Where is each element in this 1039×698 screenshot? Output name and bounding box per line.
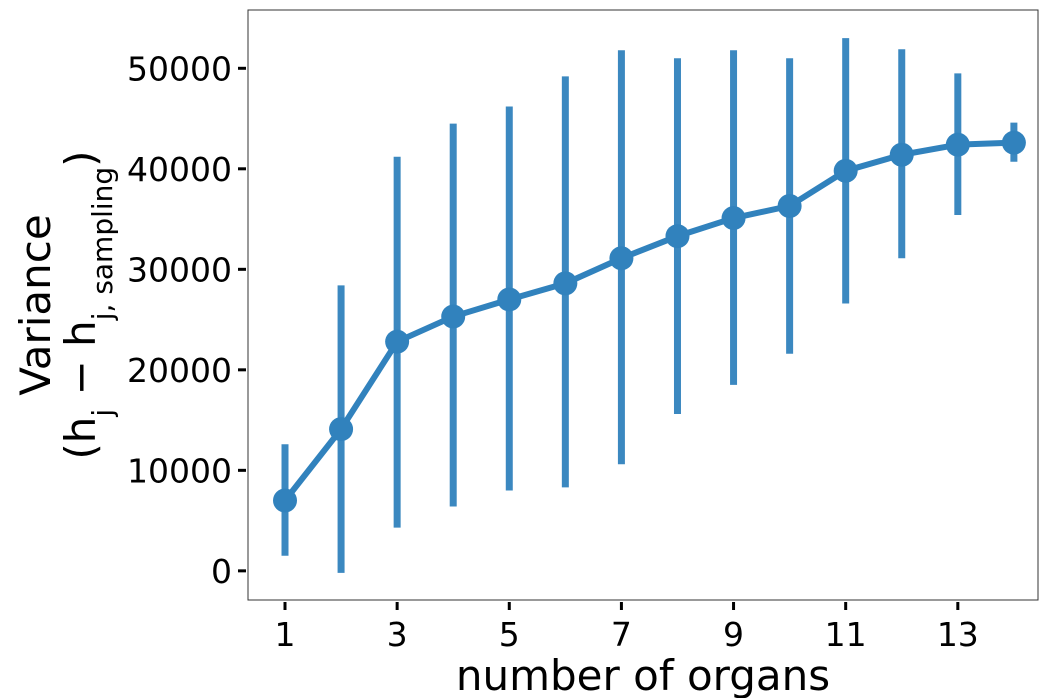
x-tick-label: 11 — [825, 615, 867, 654]
y-axis-title-part: j, sampling — [86, 167, 119, 321]
point — [497, 287, 522, 312]
point — [273, 488, 298, 513]
x-tick-label: 3 — [387, 615, 408, 654]
y-tick-label: 20000 — [127, 351, 232, 390]
x-tick-label: 13 — [937, 615, 979, 654]
y-axis-title: (hj − hj, sampling) — [56, 150, 119, 459]
x-tick-label: 7 — [611, 615, 632, 654]
y-axis-title-part: ) — [56, 150, 105, 166]
x-tick-label: 1 — [275, 615, 296, 654]
y-tick-label: 40000 — [127, 150, 232, 189]
point — [945, 132, 970, 157]
point — [665, 224, 690, 249]
y-axis-title-part: − h — [56, 320, 105, 409]
x-tick-label: 9 — [723, 615, 744, 654]
point — [1001, 130, 1026, 155]
point — [609, 246, 634, 271]
point — [777, 193, 802, 218]
y-axis-title-part: j — [86, 409, 119, 418]
point — [441, 304, 466, 329]
y-tick-label: 0 — [211, 552, 232, 591]
y-axis-title-part: Variance — [11, 214, 60, 395]
x-axis-title: number of organs — [456, 651, 830, 698]
point — [553, 271, 578, 296]
point — [385, 329, 410, 354]
y-tick-label: 30000 — [127, 250, 232, 289]
plot-frame — [247, 9, 1039, 601]
point — [833, 158, 858, 183]
point — [721, 206, 746, 231]
y-tick-label: 50000 — [127, 49, 232, 88]
y-axis-title-part: (h — [56, 417, 105, 460]
point — [329, 417, 354, 442]
y-axis-title: Variance — [11, 214, 60, 395]
y-tick-label: 10000 — [127, 451, 232, 490]
x-tick-label: 5 — [499, 615, 520, 654]
point — [889, 142, 914, 167]
